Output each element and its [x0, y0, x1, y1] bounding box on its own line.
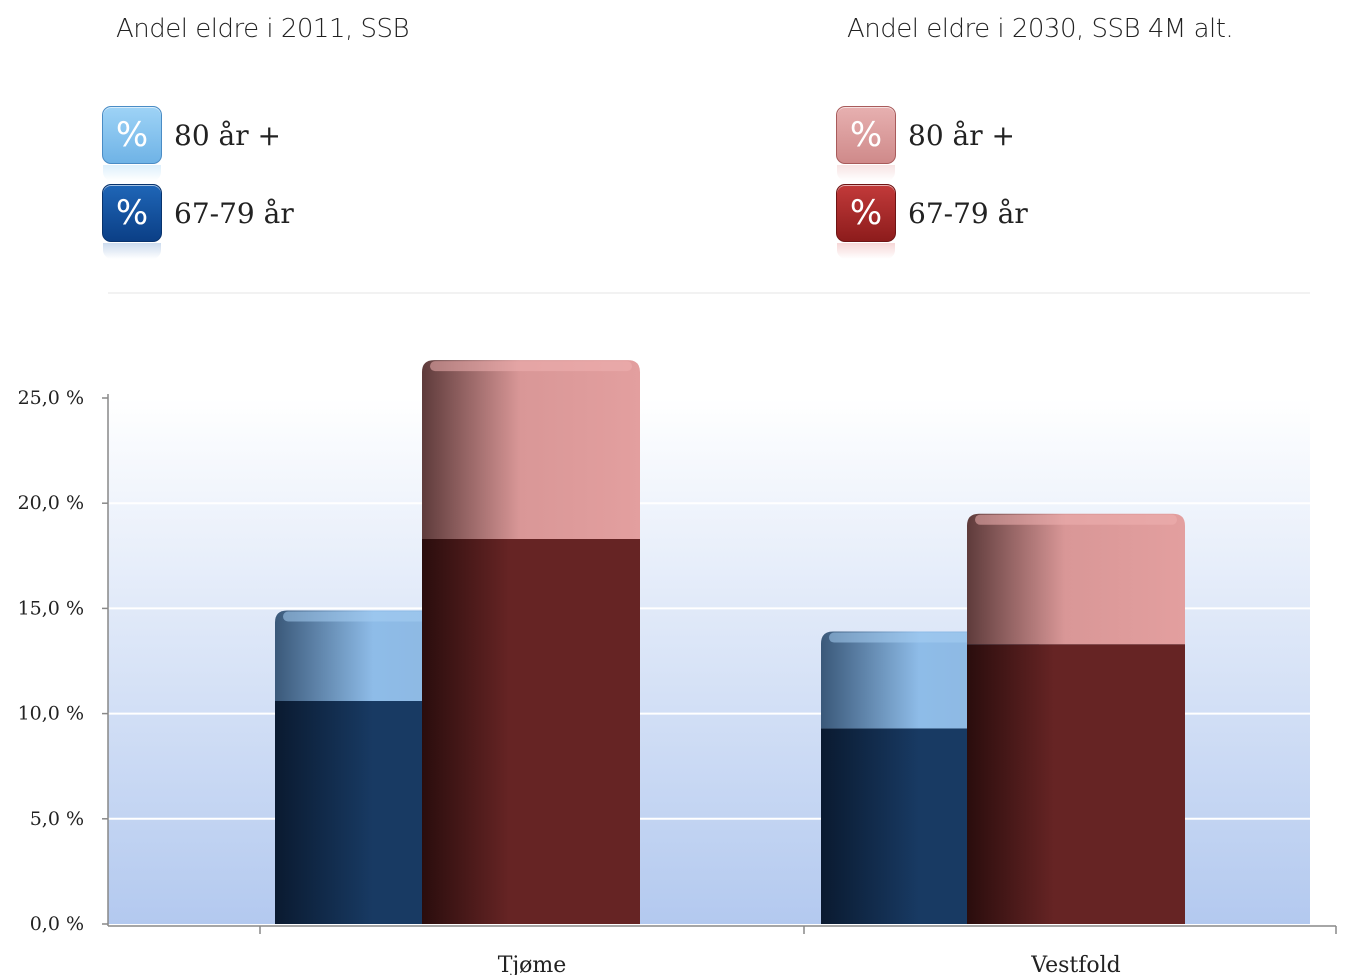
legend-label: 80 år +: [908, 118, 1015, 152]
x-tick-label: Tjøme: [498, 953, 567, 975]
y-axis: 0,0 % 5,0 % 10,0 % 15,0 % 20,0 % 25,0 %: [18, 387, 109, 935]
legend-label: 67-79 år: [908, 196, 1028, 230]
legend-label: 67-79 år: [174, 196, 294, 230]
legend-title-2011: Andel eldre i 2011, SSB: [116, 14, 410, 44]
x-axis: Tjøme Vestfold: [108, 925, 1337, 975]
percent-icon: %: [102, 184, 162, 263]
bar-segment: [967, 513, 1185, 645]
x-tick-label: Vestfold: [1030, 953, 1121, 975]
y-tick-label: 25,0 %: [18, 387, 84, 409]
legend-item-2011-67-79: % 67-79 år: [102, 184, 294, 263]
bar-segment: [422, 360, 640, 539]
legend-item-2030-80plus: % 80 år +: [836, 106, 1015, 185]
y-tick-label: 0,0 %: [30, 913, 84, 935]
bar-segment: [967, 644, 1185, 924]
legend-item-2011-80plus: % 80 år +: [102, 106, 281, 185]
percent-icon: %: [836, 184, 896, 263]
bar-segment: [422, 538, 640, 924]
legend-label: 80 år +: [174, 118, 281, 152]
legend-item-2030-67-79: % 67-79 år: [836, 184, 1028, 263]
legend-title-2030: Andel eldre i 2030, SSB 4M alt.: [847, 14, 1234, 44]
y-tick-label: 5,0 %: [30, 808, 84, 830]
y-tick-label: 15,0 %: [18, 597, 84, 619]
percent-icon: %: [836, 106, 896, 185]
bar-highlight: [975, 514, 1177, 525]
bar-highlight: [430, 361, 632, 372]
bars: [275, 360, 1185, 924]
percent-icon: %: [102, 106, 162, 185]
y-tick-label: 20,0 %: [18, 492, 84, 514]
y-tick-label: 10,0 %: [18, 703, 84, 725]
